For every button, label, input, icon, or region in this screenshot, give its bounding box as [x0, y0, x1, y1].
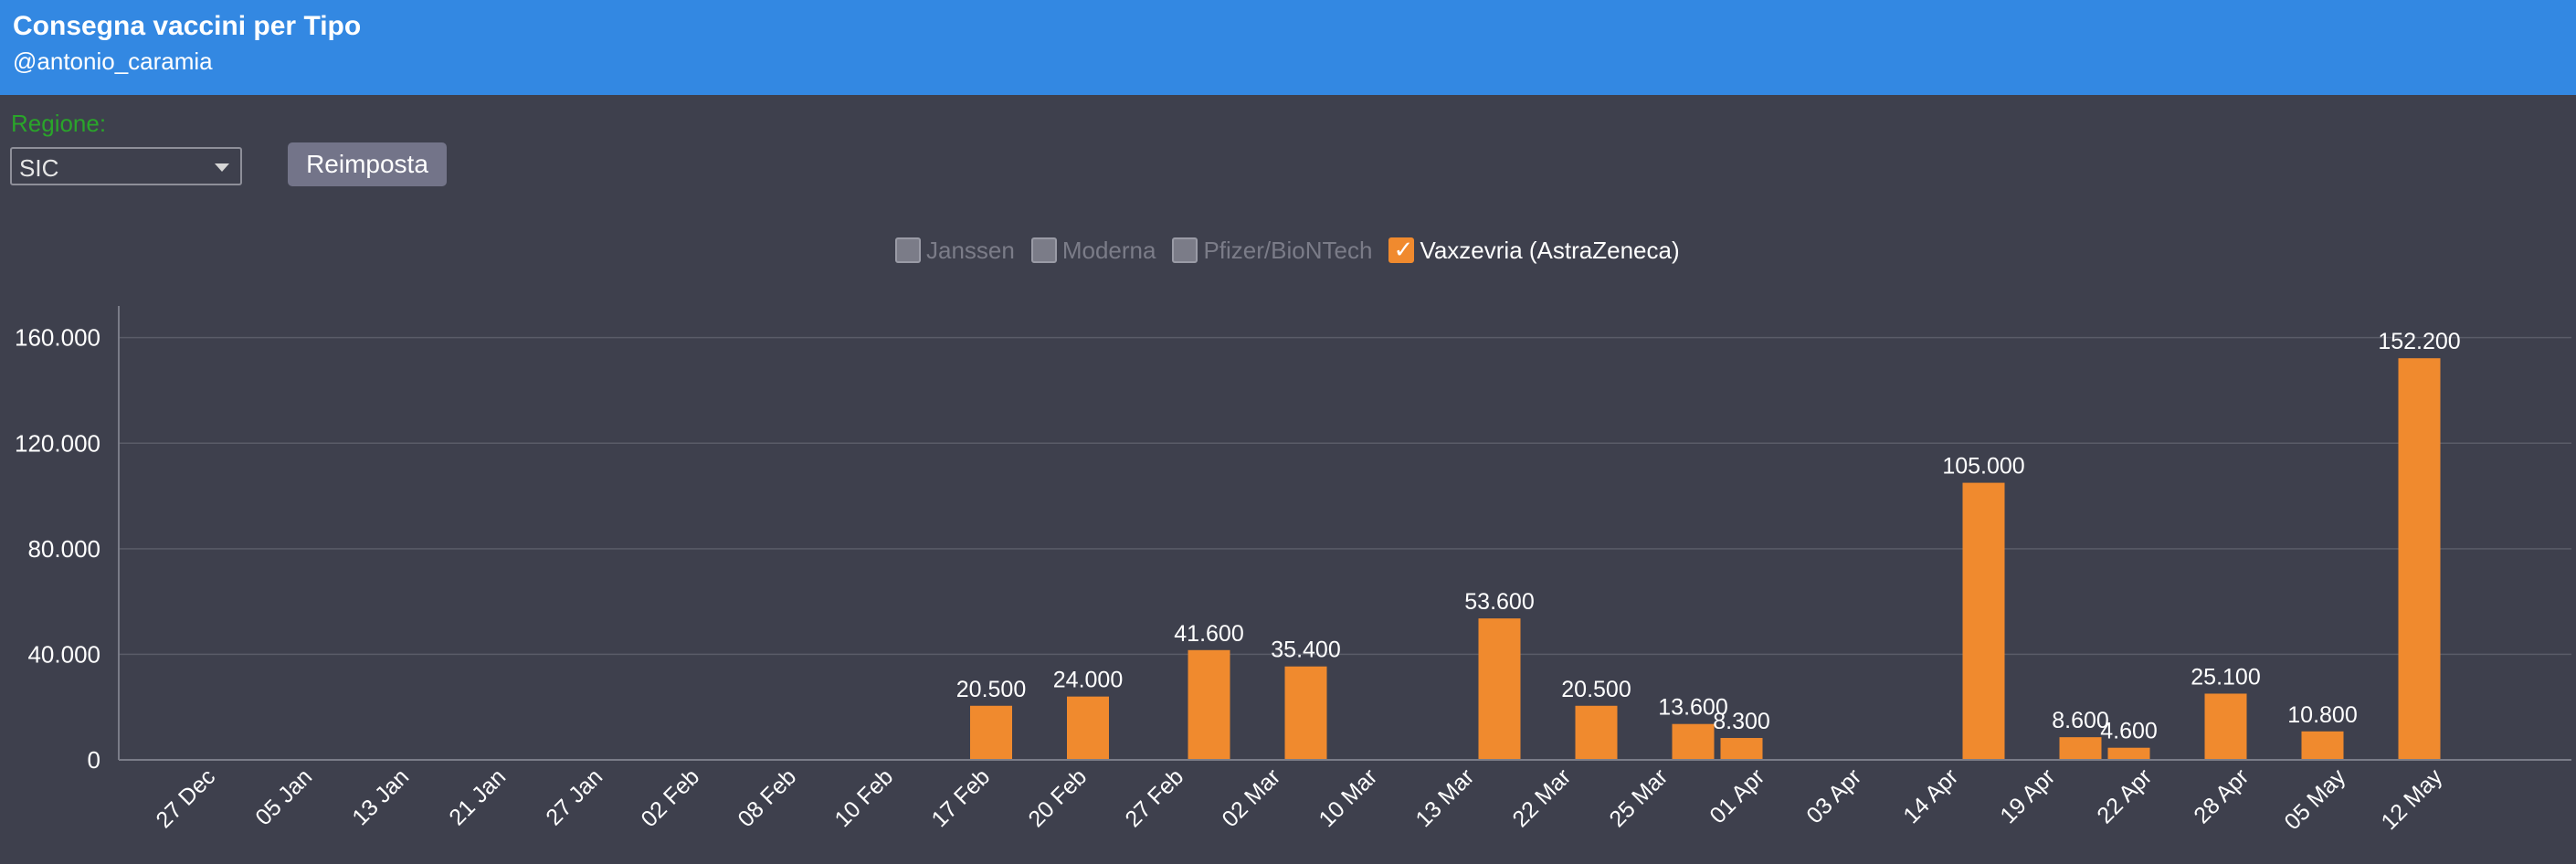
x-tick-label: 02 Mar [1217, 764, 1285, 832]
x-tick-label: 27 Dec [151, 764, 220, 833]
reset-button[interactable]: Reimposta [288, 142, 447, 186]
data-label: 35.400 [1271, 637, 1340, 663]
bar[interactable] [1962, 482, 2005, 760]
data-label: 4.600 [2100, 719, 2158, 744]
bar[interactable] [2204, 693, 2247, 760]
bar[interactable] [1720, 738, 1763, 760]
x-tick-label: 05 May [2279, 764, 2350, 835]
x-tick-label: 10 Feb [829, 764, 898, 832]
data-label: 53.600 [1464, 589, 1534, 615]
legend-item-pfizer[interactable]: Pfizer/BioNTech [1172, 237, 1372, 265]
x-tick-label: 08 Feb [733, 764, 801, 832]
data-label: 20.500 [956, 677, 1026, 702]
region-label: Regione: [11, 110, 107, 137]
y-tick-label: 120.000 [15, 429, 100, 457]
data-label: 8.600 [2052, 708, 2109, 733]
region-select-value: SIC [19, 154, 59, 182]
data-label: 152.200 [2378, 329, 2460, 354]
x-tick-label: 19 Apr [1995, 764, 2060, 828]
y-tick-label: 40.000 [27, 640, 100, 668]
data-label: 8.300 [1713, 709, 1770, 734]
x-tick-label: 22 Mar [1507, 764, 1576, 832]
region-select[interactable]: SIC [10, 147, 242, 185]
page-title: Consegna vaccini per Tipo [13, 11, 362, 41]
checkbox-icon [895, 237, 921, 263]
x-tick-label: 03 Apr [1801, 764, 1866, 828]
bar[interactable] [2398, 358, 2441, 760]
legend-item-vaxzevria[interactable]: ✓ Vaxzevria (AstraZeneca) [1388, 236, 1680, 265]
bar[interactable] [1575, 705, 1618, 760]
x-tick-label: 27 Jan [541, 764, 607, 830]
bar[interactable] [2301, 731, 2344, 760]
legend-label: Moderna [1061, 236, 1156, 264]
data-label: 24.000 [1053, 668, 1123, 693]
checkbox-icon [1172, 237, 1198, 263]
data-label: 41.600 [1174, 621, 1243, 647]
x-tick-label: 17 Feb [926, 764, 995, 832]
bar[interactable] [1672, 723, 1715, 760]
x-tick-label: 10 Mar [1314, 764, 1382, 832]
x-tick-label: 21 Jan [444, 764, 511, 830]
x-tick-label: 12 May [2376, 764, 2447, 835]
author-handle: @antonio_caramia [13, 47, 213, 75]
x-tick-label: 01 Apr [1705, 764, 1769, 828]
bar[interactable] [1478, 618, 1521, 760]
bar[interactable] [1067, 696, 1109, 760]
bar[interactable] [1284, 666, 1327, 760]
x-tick-label: 22 Apr [2092, 764, 2157, 828]
data-label: 10.800 [2287, 702, 2357, 728]
y-tick-label: 160.000 [15, 324, 100, 352]
bar[interactable] [970, 705, 1012, 760]
bar[interactable] [2059, 737, 2102, 760]
header-bar: Consegna vaccini per Tipo @antonio_caram… [0, 0, 2576, 95]
legend-item-janssen[interactable]: Janssen [895, 237, 1015, 265]
checkbox-icon [1030, 237, 1057, 263]
checkbox-checked-icon: ✓ [1388, 236, 1415, 263]
data-label: 13.600 [1658, 695, 1727, 721]
x-tick-label: 05 Jan [250, 764, 317, 830]
x-tick-label: 13 Jan [347, 764, 414, 830]
bar[interactable] [1188, 649, 1230, 760]
chart-legend: Janssen Moderna Pfizer/BioNTech ✓ Vaxzev… [895, 234, 1696, 267]
y-tick-label: 80.000 [27, 535, 100, 563]
bar[interactable] [2107, 747, 2150, 760]
x-tick-label: 25 Mar [1604, 764, 1673, 832]
chevron-down-icon [215, 163, 229, 172]
x-tick-label: 27 Feb [1120, 764, 1188, 832]
x-tick-label: 20 Feb [1023, 764, 1092, 832]
x-tick-label: 14 Apr [1898, 764, 1963, 828]
data-label: 25.100 [2191, 664, 2260, 690]
data-label: 20.500 [1561, 677, 1631, 702]
x-tick-label: 28 Apr [2189, 764, 2254, 828]
legend-label: Janssen [926, 236, 1015, 264]
y-tick-label: 0 [88, 746, 100, 774]
x-tick-label: 02 Feb [636, 764, 704, 832]
legend-label: Vaxzevria (AstraZeneca) [1420, 236, 1680, 264]
legend-label: Pfizer/BioNTech [1203, 236, 1373, 264]
legend-item-moderna[interactable]: Moderna [1030, 236, 1156, 265]
x-tick-label: 13 Mar [1410, 764, 1479, 832]
data-label: 105.000 [1942, 454, 2024, 479]
